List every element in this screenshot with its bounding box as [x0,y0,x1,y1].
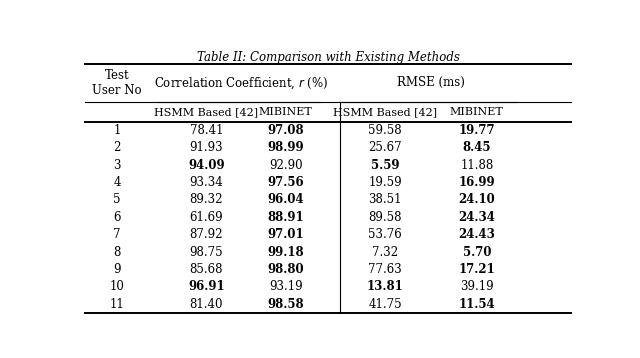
Text: 92.90: 92.90 [269,159,303,171]
Text: 39.19: 39.19 [460,280,493,294]
Text: 96.91: 96.91 [188,280,225,294]
Text: HSMM Based [42]: HSMM Based [42] [333,107,437,117]
Text: 81.40: 81.40 [189,298,223,311]
Text: 98.99: 98.99 [268,141,304,154]
Text: 17.21: 17.21 [458,263,495,276]
Text: 19.59: 19.59 [368,176,402,189]
Text: 85.68: 85.68 [189,263,223,276]
Text: 96.04: 96.04 [268,193,304,207]
Text: 6: 6 [113,211,121,224]
Text: 97.56: 97.56 [268,176,304,189]
Text: MIBINET: MIBINET [450,107,504,117]
Text: 41.75: 41.75 [368,298,402,311]
Text: 53.76: 53.76 [368,228,402,241]
Text: 97.08: 97.08 [268,124,304,137]
Text: 5: 5 [113,193,121,207]
Text: 98.75: 98.75 [189,246,223,258]
Text: HSMM Based [42]: HSMM Based [42] [154,107,259,117]
Text: 7.32: 7.32 [372,246,398,258]
Text: 7: 7 [113,228,121,241]
Text: 91.93: 91.93 [189,141,223,154]
Text: MIBINET: MIBINET [259,107,313,117]
Text: 98.80: 98.80 [268,263,304,276]
Text: 61.69: 61.69 [189,211,223,224]
Text: 77.63: 77.63 [368,263,402,276]
Text: 24.43: 24.43 [458,228,495,241]
Text: Table II: Comparison with Existing Methods: Table II: Comparison with Existing Metho… [196,51,460,64]
Text: 78.41: 78.41 [189,124,223,137]
Text: 11: 11 [110,298,125,311]
Text: Test
User No: Test User No [92,69,142,97]
Text: 8: 8 [113,246,121,258]
Text: 98.58: 98.58 [268,298,304,311]
Text: 5.70: 5.70 [463,246,491,258]
Text: 2: 2 [113,141,121,154]
Text: 11.88: 11.88 [460,159,493,171]
Text: 4: 4 [113,176,121,189]
Text: 10: 10 [110,280,125,294]
Text: 13.81: 13.81 [367,280,403,294]
Text: 93.34: 93.34 [189,176,223,189]
Text: 38.51: 38.51 [368,193,402,207]
Text: 25.67: 25.67 [368,141,402,154]
Text: 16.99: 16.99 [458,176,495,189]
Text: RMSE (ms): RMSE (ms) [397,76,465,90]
Text: 89.32: 89.32 [189,193,223,207]
Text: 97.01: 97.01 [268,228,304,241]
Text: 3: 3 [113,159,121,171]
Text: 94.09: 94.09 [188,159,225,171]
Text: 93.19: 93.19 [269,280,303,294]
Text: Correlation Coefficient, $r$ (%): Correlation Coefficient, $r$ (%) [154,75,328,91]
Text: 5.59: 5.59 [371,159,399,171]
Text: 24.34: 24.34 [458,211,495,224]
Text: 89.58: 89.58 [368,211,402,224]
Text: 9: 9 [113,263,121,276]
Text: 8.45: 8.45 [463,141,491,154]
Text: 88.91: 88.91 [268,211,304,224]
Text: 87.92: 87.92 [189,228,223,241]
Text: 19.77: 19.77 [458,124,495,137]
Text: 59.58: 59.58 [368,124,402,137]
Text: 11.54: 11.54 [458,298,495,311]
Text: 99.18: 99.18 [268,246,304,258]
Text: 24.10: 24.10 [458,193,495,207]
Text: 1: 1 [113,124,121,137]
